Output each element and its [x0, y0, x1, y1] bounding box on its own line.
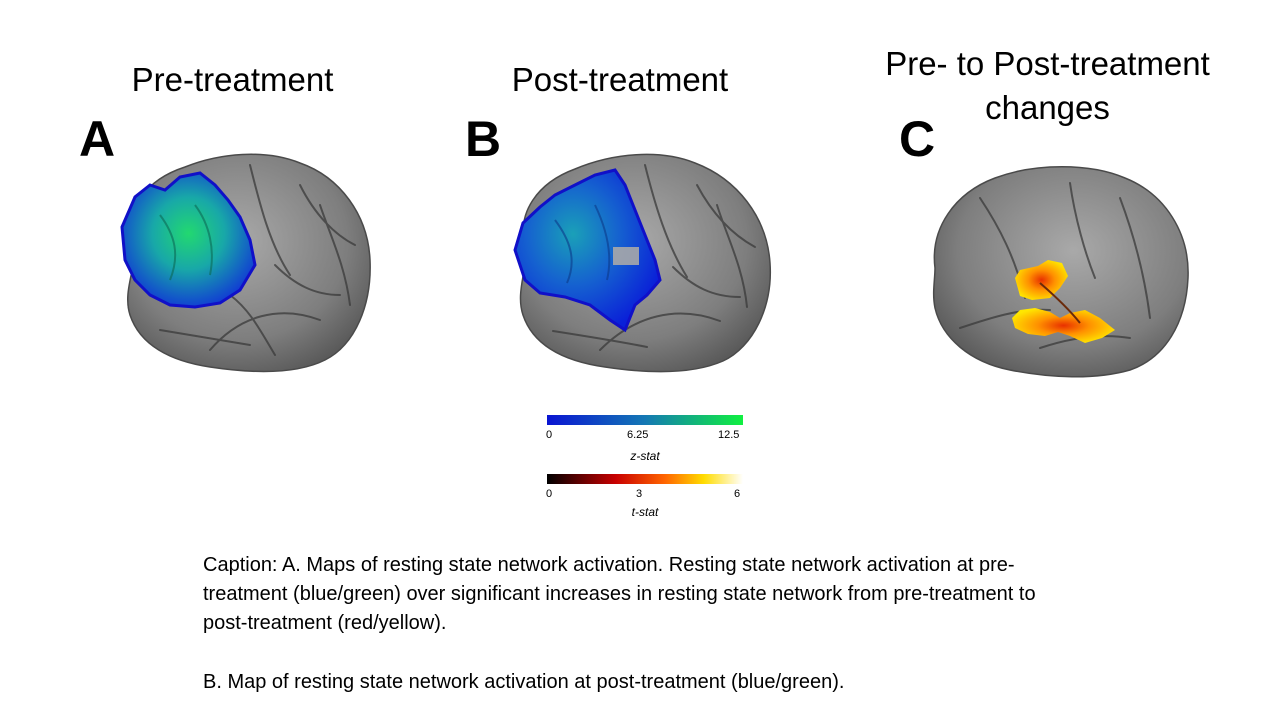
brain-image-pre-treatment	[120, 153, 371, 373]
z-stat-tick-min: 0	[546, 429, 553, 441]
panel-c-title-line1: Pre- to Post-treatment	[885, 45, 1210, 82]
t-stat-label: t-stat	[631, 505, 659, 519]
colorbar-t-stat	[547, 474, 743, 484]
brain-image-post-treatment	[513, 153, 772, 373]
panel-b-letter: B	[465, 111, 502, 167]
caption-paragraph-2: B. Map of resting state network activati…	[203, 671, 845, 693]
t-stat-tick-min: 0	[546, 488, 553, 500]
panel-c-title-line2: changes	[985, 89, 1110, 126]
panel-c-letter: C	[899, 111, 936, 167]
caption-paragraph-1: Caption: A. Maps of resting state networ…	[203, 554, 1036, 634]
z-stat-tick-max: 12.5	[718, 429, 740, 441]
panel-b-title: Post-treatment	[511, 61, 729, 98]
t-stat-tick-mid: 3	[636, 488, 643, 500]
brain-image-changes	[932, 166, 1189, 378]
z-stat-tick-mid: 6.25	[627, 429, 649, 441]
t-stat-tick-max: 6	[734, 488, 741, 500]
colorbar-z-stat	[547, 415, 743, 425]
z-stat-label: z-stat	[630, 449, 660, 463]
panel-a-letter: A	[79, 111, 116, 167]
panel-a-title: Pre-treatment	[131, 61, 334, 98]
